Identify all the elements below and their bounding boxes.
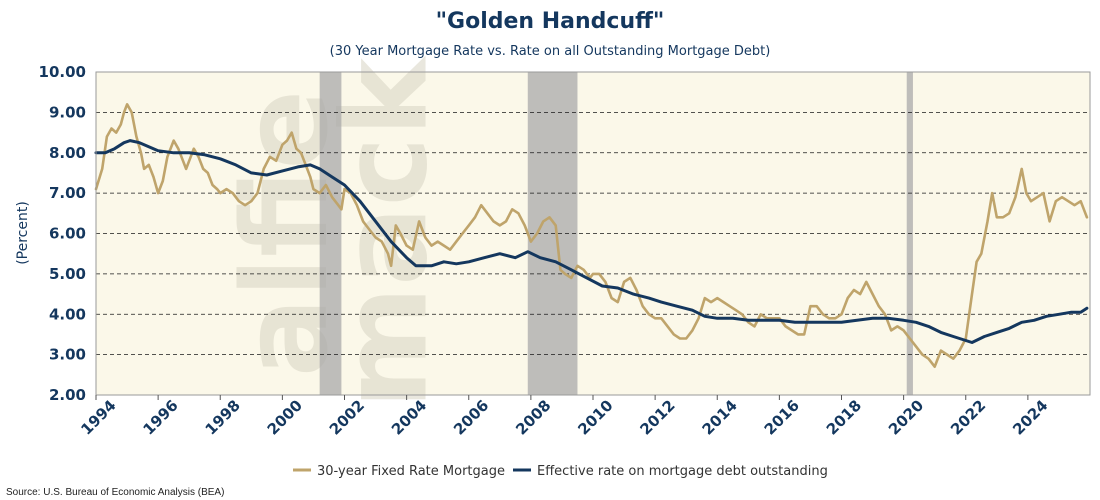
series-line-effective-rate [94, 139, 1089, 344]
x-tick-label: 2016 [761, 396, 803, 438]
series-lines [94, 103, 1089, 368]
y-tick-label: 5.00 [49, 265, 86, 283]
x-tick-label: 1996 [139, 396, 181, 438]
x-tick-label: 2006 [450, 396, 492, 438]
y-axis-ticks: 2.00 3.00 4.00 5.00 6.00 7.00 8.00 9.00 10.00 [39, 63, 86, 404]
legend-label: 30-year Fixed Rate Mortgage [317, 464, 505, 479]
y-tick-label: 7.00 [49, 184, 86, 202]
x-tick-label: 2018 [823, 396, 865, 438]
y-tick-label: 10.00 [39, 63, 86, 81]
y-tick-label: 6.00 [49, 225, 86, 243]
y-tick-label: 8.00 [49, 144, 86, 162]
series-line-mortgage-30yr [94, 103, 1089, 368]
y-tick-label: 9.00 [49, 103, 86, 121]
y-tick-label: 2.00 [49, 386, 86, 404]
x-tick-label: 2020 [885, 396, 927, 438]
chart-title: "Golden Handcuff" [436, 9, 665, 34]
x-tick-label: 2010 [574, 396, 616, 438]
x-tick-label: 2012 [636, 396, 678, 438]
x-tick-label: 1998 [202, 396, 244, 438]
x-tick-label: 2014 [699, 396, 741, 438]
legend-label: Effective rate on mortgage debt outstand… [537, 464, 828, 479]
y-axis-label: (Percent) [15, 201, 31, 265]
x-tick-label: 2024 [1009, 396, 1051, 438]
x-tick-label: 2022 [947, 396, 989, 438]
source-note: Source: U.S. Bureau of Economic Analysis… [6, 487, 224, 498]
y-tick-label: 4.00 [49, 305, 86, 323]
x-tick-label: 2000 [264, 396, 306, 438]
x-axis-ticks: 1994 1996 1998 2000 2002 2004 2006 2008 2010 2012… [77, 395, 1051, 439]
legend: 30-year Fixed Rate Mortgage Effective rat… [293, 464, 828, 479]
chart-subtitle: (30 Year Mortgage Rate vs. Rate on all O… [330, 44, 771, 59]
y-tick-label: 3.00 [49, 346, 86, 364]
x-tick-label: 2008 [512, 396, 554, 438]
